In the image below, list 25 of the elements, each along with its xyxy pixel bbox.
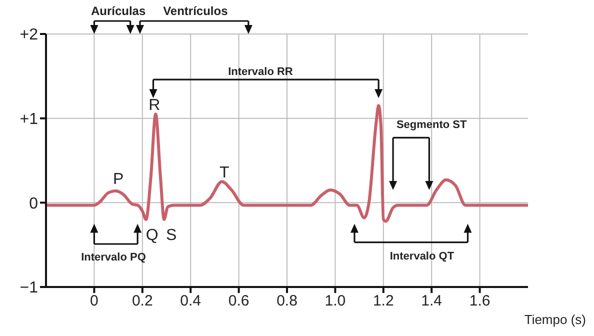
x-tick-label: 1.2 (372, 292, 394, 310)
x-tick-label: 1.6 (469, 292, 490, 310)
annotation: Q (146, 226, 158, 244)
x-tick-label: 0.4 (180, 292, 202, 310)
annotation: Intervalo RR (228, 66, 293, 78)
annotation: Intervalo QT (390, 250, 454, 263)
x-tick-label: 0.6 (228, 292, 250, 310)
x-tick-label: 0.8 (276, 292, 298, 310)
x-tick-label: 0 (90, 292, 98, 310)
y-tick-label: +2 (20, 26, 38, 44)
x-axis-title: Tiempo (s) (524, 312, 586, 327)
text: Ventrículos (163, 4, 228, 18)
annotation: Segmento ST (396, 118, 468, 131)
annotation: Intervalo PQ (81, 251, 146, 264)
x-tick-label: 1.4 (421, 292, 442, 310)
annotation: T (219, 164, 230, 182)
text: Aurículas (90, 4, 146, 18)
y-tick-label: −1 (20, 280, 38, 297)
annotation: R (148, 96, 160, 114)
y-tick-label: +1 (20, 111, 38, 128)
y-tick-label: 0 (29, 195, 38, 212)
annotation: P (112, 171, 124, 188)
x-tick-label: 1.0 (324, 292, 346, 310)
x-tick-label: 0.2 (132, 292, 153, 310)
annotation: S (166, 226, 177, 244)
